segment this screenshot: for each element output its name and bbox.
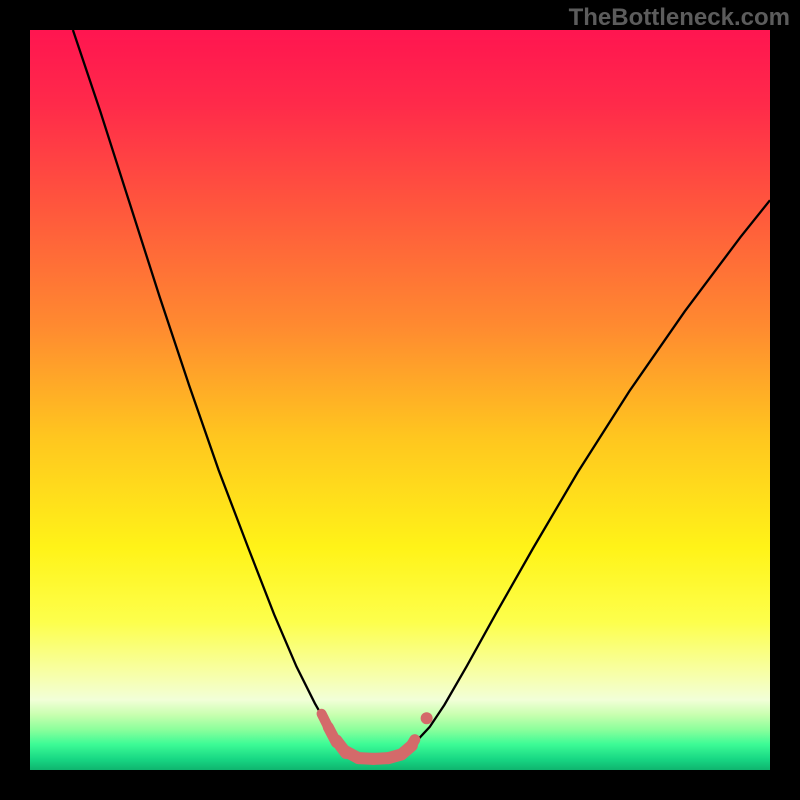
trough-ticks	[322, 712, 433, 759]
plot-area	[30, 30, 770, 770]
trough-tick	[410, 740, 414, 747]
bottleneck-curve-right	[419, 200, 771, 739]
chart-svg	[30, 30, 770, 770]
trough-dot	[421, 712, 433, 724]
watermark-text: TheBottleneck.com	[569, 4, 790, 32]
bottleneck-curve-left	[73, 30, 341, 742]
